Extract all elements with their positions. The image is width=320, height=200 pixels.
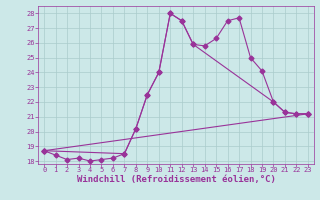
X-axis label: Windchill (Refroidissement éolien,°C): Windchill (Refroidissement éolien,°C) — [76, 175, 276, 184]
